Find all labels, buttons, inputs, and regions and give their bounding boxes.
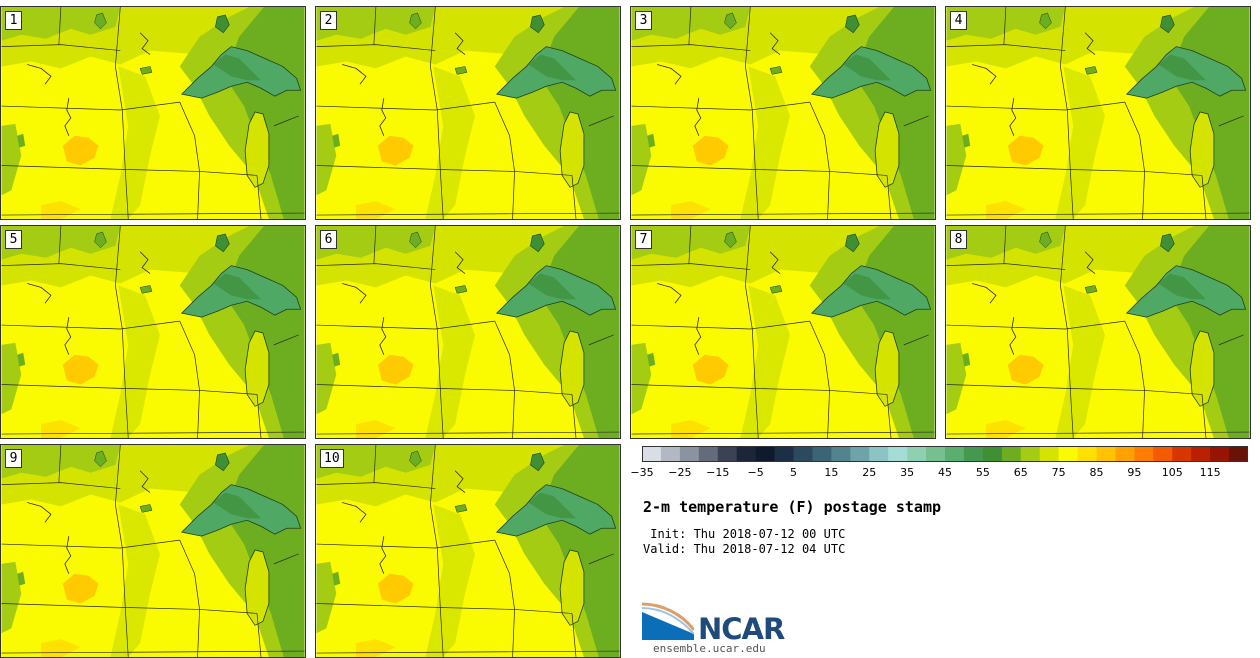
colorbar-tick-label: 45 bbox=[938, 466, 952, 479]
stamp-panel-1: 1 bbox=[0, 6, 306, 220]
colorbar-tick-label: −25 bbox=[668, 466, 692, 479]
colorbar-swatch bbox=[736, 446, 757, 462]
init-time: Init: Thu 2018-07-12 00 UTC bbox=[643, 527, 846, 541]
panel-number: 9 bbox=[5, 449, 22, 468]
colorbar-tick-label: 75 bbox=[1051, 466, 1066, 479]
map-10 bbox=[316, 445, 620, 657]
colorbar-swatch bbox=[774, 446, 794, 462]
colorbar-tick-label: 55 bbox=[975, 466, 990, 479]
ncar-logo-icon bbox=[642, 602, 694, 640]
map-8 bbox=[946, 226, 1250, 438]
colorbar-swatch bbox=[660, 446, 681, 462]
colorbar-swatch bbox=[679, 446, 700, 462]
colorbar-tick-label: −15 bbox=[706, 466, 730, 479]
panel-number: 6 bbox=[320, 230, 337, 249]
map-5 bbox=[1, 226, 305, 438]
panel-number: 4 bbox=[950, 11, 967, 30]
colorbar-swatch bbox=[1191, 446, 1211, 462]
colorbar-swatch bbox=[1229, 446, 1248, 462]
map-9 bbox=[1, 445, 305, 657]
colorbar-swatch bbox=[698, 446, 719, 462]
colorbar-swatch bbox=[1039, 446, 1060, 462]
stamp-panel-4: 4 bbox=[945, 6, 1251, 220]
chart-title: 2-m temperature (F) postage stamp bbox=[643, 498, 942, 516]
panel-number: 1 bbox=[5, 11, 22, 30]
colorbar-swatch bbox=[755, 446, 775, 462]
stamp-panel-2: 2 bbox=[315, 6, 621, 220]
colorbar-tick-label: 5 bbox=[790, 466, 797, 479]
stamp-panel-7: 7 bbox=[630, 225, 936, 439]
colorbar-swatch bbox=[869, 446, 889, 462]
valid-time: Valid: Thu 2018-07-12 04 UTC bbox=[643, 542, 846, 556]
colorbar-swatch bbox=[1172, 446, 1192, 462]
colorbar-tick-label: 25 bbox=[862, 466, 877, 479]
colorbar-swatch bbox=[1020, 446, 1041, 462]
colorbar-tick-label: 65 bbox=[1013, 466, 1028, 479]
stamp-panel-6: 6 bbox=[315, 225, 621, 439]
colorbar-border bbox=[642, 446, 1248, 462]
colorbar-swatch bbox=[963, 446, 984, 462]
colorbar-swatch bbox=[831, 446, 851, 462]
colorbar-tick-label: 15 bbox=[824, 466, 839, 479]
colorbar-swatch bbox=[1134, 446, 1154, 462]
temperature-colorbar bbox=[642, 446, 1248, 462]
map-4 bbox=[946, 7, 1250, 219]
colorbar-swatch bbox=[1001, 446, 1022, 462]
colorbar-tick-label: 35 bbox=[900, 466, 915, 479]
colorbar-tick-label: 105 bbox=[1161, 466, 1183, 479]
colorbar-swatch bbox=[1210, 446, 1230, 462]
ncar-logo-text: NCAR bbox=[698, 612, 785, 646]
map-1 bbox=[1, 7, 305, 219]
colorbar-swatch bbox=[1153, 446, 1173, 462]
colorbar-swatch bbox=[1077, 446, 1097, 462]
map-2 bbox=[316, 7, 620, 219]
colorbar-tick-label: 85 bbox=[1089, 466, 1104, 479]
colorbar-swatch bbox=[907, 446, 927, 462]
colorbar-swatch bbox=[642, 446, 662, 462]
panel-number: 5 bbox=[5, 230, 22, 249]
panel-number: 8 bbox=[950, 230, 967, 249]
colorbar-tick-label: 115 bbox=[1199, 466, 1221, 479]
colorbar-swatch bbox=[850, 446, 870, 462]
stamp-panel-5: 5 bbox=[0, 225, 306, 439]
colorbar-swatch bbox=[1058, 446, 1078, 462]
colorbar-swatch bbox=[717, 446, 738, 462]
colorbar-swatch bbox=[945, 446, 965, 462]
map-6 bbox=[316, 226, 620, 438]
panel-number: 10 bbox=[320, 449, 344, 468]
stamp-panel-8: 8 bbox=[945, 225, 1251, 439]
colorbar-tick-label: 95 bbox=[1127, 466, 1142, 479]
stamp-panel-9: 9 bbox=[0, 444, 306, 658]
map-3 bbox=[631, 7, 935, 219]
panel-number: 3 bbox=[635, 11, 652, 30]
colorbar-tick-label: −35 bbox=[630, 466, 654, 479]
stamp-panel-3: 3 bbox=[630, 6, 936, 220]
colorbar-swatch bbox=[1096, 446, 1116, 462]
ncar-url: ensemble.ucar.edu bbox=[653, 642, 766, 655]
colorbar-swatch bbox=[926, 446, 946, 462]
panel-number: 2 bbox=[320, 11, 337, 30]
colorbar-swatch bbox=[793, 446, 813, 462]
map-7 bbox=[631, 226, 935, 438]
stamp-panel-10: 10 bbox=[315, 444, 621, 658]
panel-number: 7 bbox=[635, 230, 652, 249]
colorbar-swatch bbox=[888, 446, 908, 462]
colorbar-swatch bbox=[982, 446, 1003, 462]
colorbar-tick-label: −5 bbox=[747, 466, 764, 479]
colorbar-swatch bbox=[1115, 446, 1135, 462]
colorbar-swatch bbox=[812, 446, 832, 462]
